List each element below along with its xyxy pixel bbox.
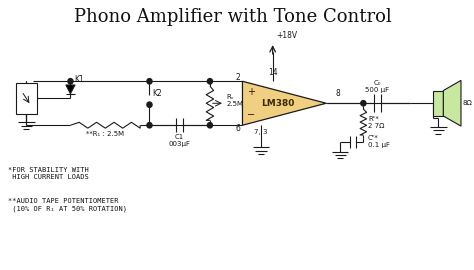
- Text: 7, 3: 7, 3: [255, 129, 268, 135]
- Text: 2: 2: [236, 73, 240, 82]
- Circle shape: [68, 79, 73, 84]
- Circle shape: [361, 100, 366, 106]
- Text: 8: 8: [336, 89, 340, 98]
- Text: 6: 6: [235, 124, 240, 133]
- Circle shape: [147, 79, 152, 84]
- Circle shape: [207, 79, 212, 84]
- Text: −: −: [247, 110, 255, 120]
- Text: LM380: LM380: [261, 99, 294, 108]
- Text: Cᶜ*
0.1 μF: Cᶜ* 0.1 μF: [368, 135, 390, 148]
- Polygon shape: [243, 81, 326, 125]
- Text: +: +: [247, 87, 255, 97]
- Polygon shape: [443, 80, 461, 126]
- Text: 8Ω: 8Ω: [463, 100, 473, 106]
- Text: Phono Amplifier with Tone Control: Phono Amplifier with Tone Control: [74, 8, 392, 26]
- Text: C₀
500 μF: C₀ 500 μF: [365, 79, 389, 93]
- Text: **R₁ : 2.5M: **R₁ : 2.5M: [86, 131, 124, 137]
- Circle shape: [147, 102, 152, 107]
- Text: Rᶜ*
2 7Ω: Rᶜ* 2 7Ω: [368, 116, 384, 129]
- Text: K1: K1: [74, 75, 84, 84]
- Text: 14: 14: [268, 68, 278, 77]
- Text: C1
003μF: C1 003μF: [169, 134, 191, 147]
- Text: Rᵥ
2.5M: Rᵥ 2.5M: [226, 94, 243, 107]
- Polygon shape: [66, 85, 75, 94]
- Text: K2: K2: [153, 89, 163, 98]
- Text: **AUDIO TAPE POTENTIOMETER
 (10% OF R₁ AT 50% ROTATION): **AUDIO TAPE POTENTIOMETER (10% OF R₁ AT…: [8, 198, 127, 212]
- Circle shape: [207, 123, 212, 128]
- Bar: [433, 90, 443, 116]
- Text: *FOR STABILITY WITH
 HIGH CURRENT LOADS: *FOR STABILITY WITH HIGH CURRENT LOADS: [8, 167, 89, 180]
- Bar: [16, 83, 36, 113]
- Text: +18V: +18V: [276, 31, 297, 40]
- Circle shape: [147, 123, 152, 128]
